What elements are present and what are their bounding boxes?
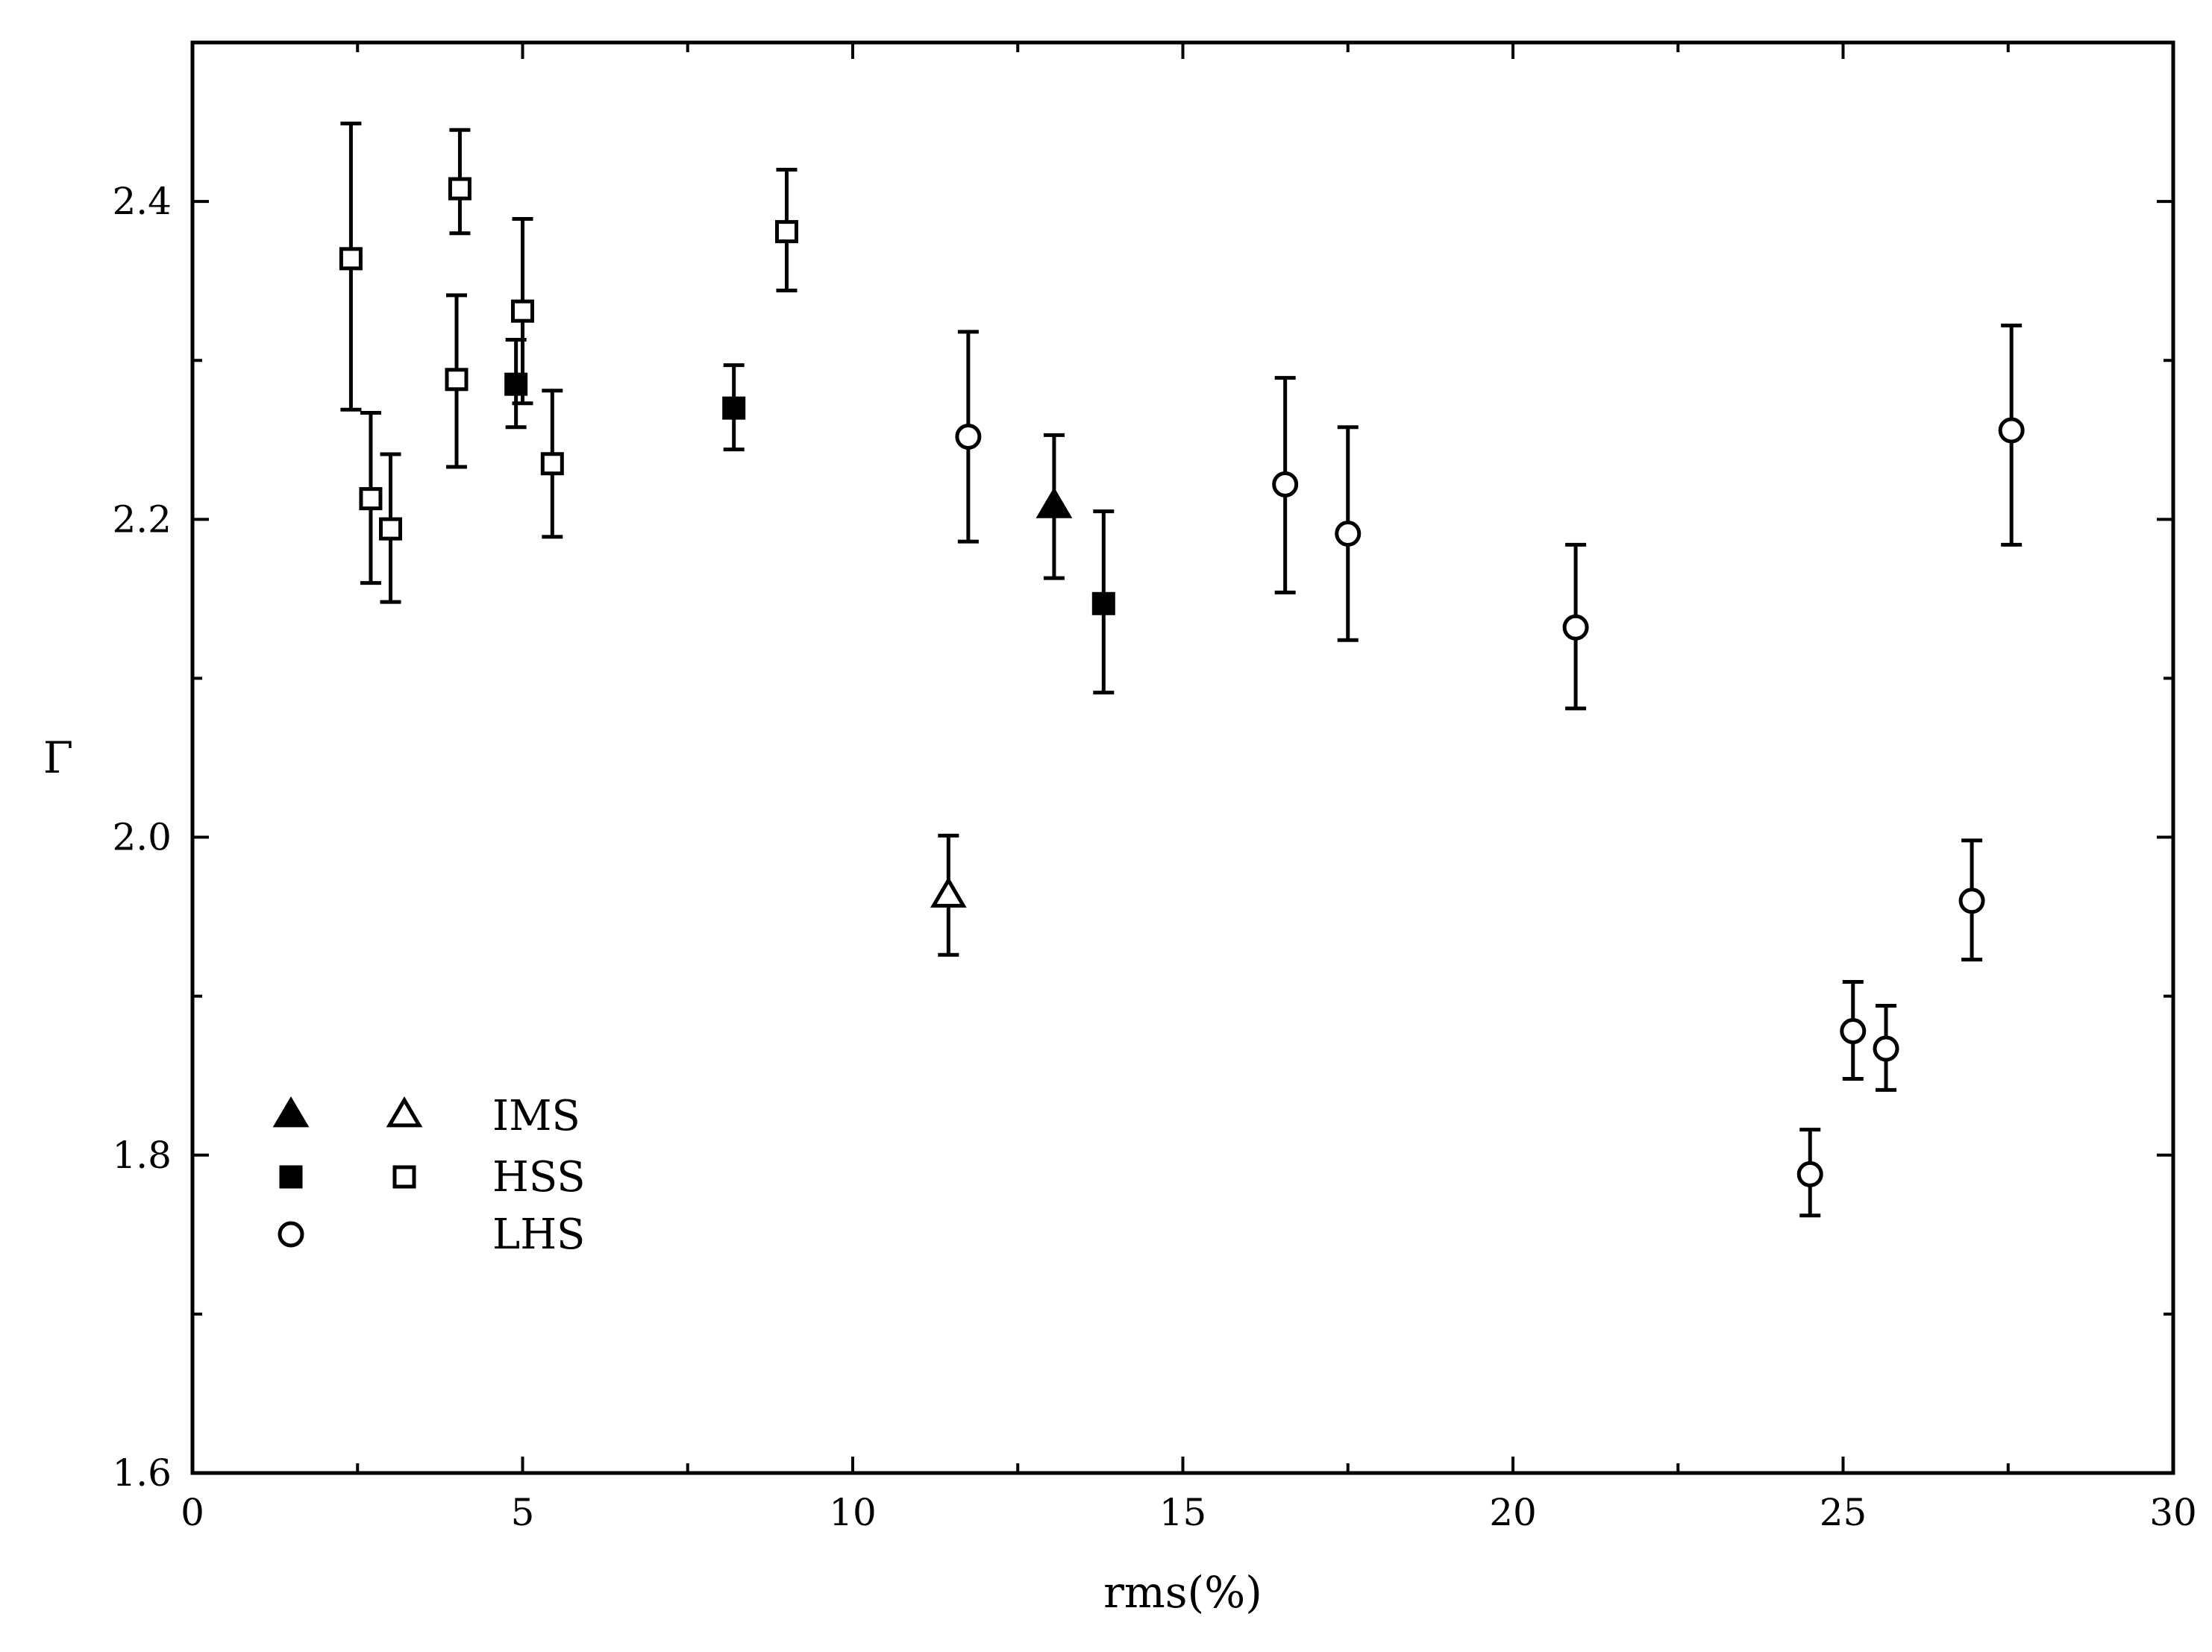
open-circle-marker [955,424,982,450]
legend-label: LHS [492,1210,585,1259]
x-tick-label: 25 [1820,1491,1867,1534]
open-circle-marker [1958,888,1985,914]
legend: IMS HSS LHS [272,1092,586,1259]
open-square-marker [540,452,564,476]
x-tick-label: 10 [829,1491,877,1534]
x-tick-label: 5 [511,1491,535,1534]
x-tick-label: 20 [1489,1491,1537,1534]
open-square-marker [775,220,798,244]
filled-square-marker [504,372,528,396]
open-circle-marker [1998,417,2025,444]
open-square-marker [448,177,471,201]
filled-square-marker [1091,591,1115,615]
open-square-marker [392,1165,416,1189]
open-circle-marker [1873,1035,1899,1062]
open-square-marker [511,299,534,323]
open-circle-marker [1272,471,1299,497]
y-tick-label: 1.8 [112,1134,172,1177]
filled-triangle-marker [272,1096,310,1128]
filled-square-marker [722,396,746,420]
y-tick-label: 2.0 [112,816,172,859]
legend-label: HSS [492,1153,586,1202]
x-tick-label: 30 [2149,1491,2197,1534]
y-axis-label: Γ [43,732,73,783]
x-tick-label: 0 [181,1491,204,1534]
open-circle-marker [1562,614,1589,641]
open-triangle-marker [930,876,967,908]
open-circle-marker [1840,1018,1867,1045]
open-circle-marker [1335,521,1362,547]
open-triangle-marker [386,1096,423,1128]
open-circle-marker [278,1221,304,1248]
legend-label: IMS [492,1092,580,1140]
axis-ticks: 0 5 10 15 20 25 30 1.6 1.8 2.0 2.2 2.4 [112,43,2197,1534]
data-markers [339,177,2025,1187]
filled-triangle-marker [1035,487,1073,518]
open-square-marker [359,487,383,511]
y-tick-label: 1.6 [112,1451,172,1495]
open-square-marker [339,247,363,271]
error-bars [340,122,2023,1218]
x-tick-label: 15 [1159,1491,1207,1534]
x-axis-label: rms(%) [1103,1567,1262,1618]
plot-frame [190,40,2175,1475]
open-square-marker [379,517,402,541]
y-tick-label: 2.2 [112,497,172,541]
open-circle-marker [1796,1161,1823,1187]
y-tick-label: 2.4 [112,180,172,223]
filled-square-marker [279,1165,303,1189]
open-square-marker [445,368,469,392]
